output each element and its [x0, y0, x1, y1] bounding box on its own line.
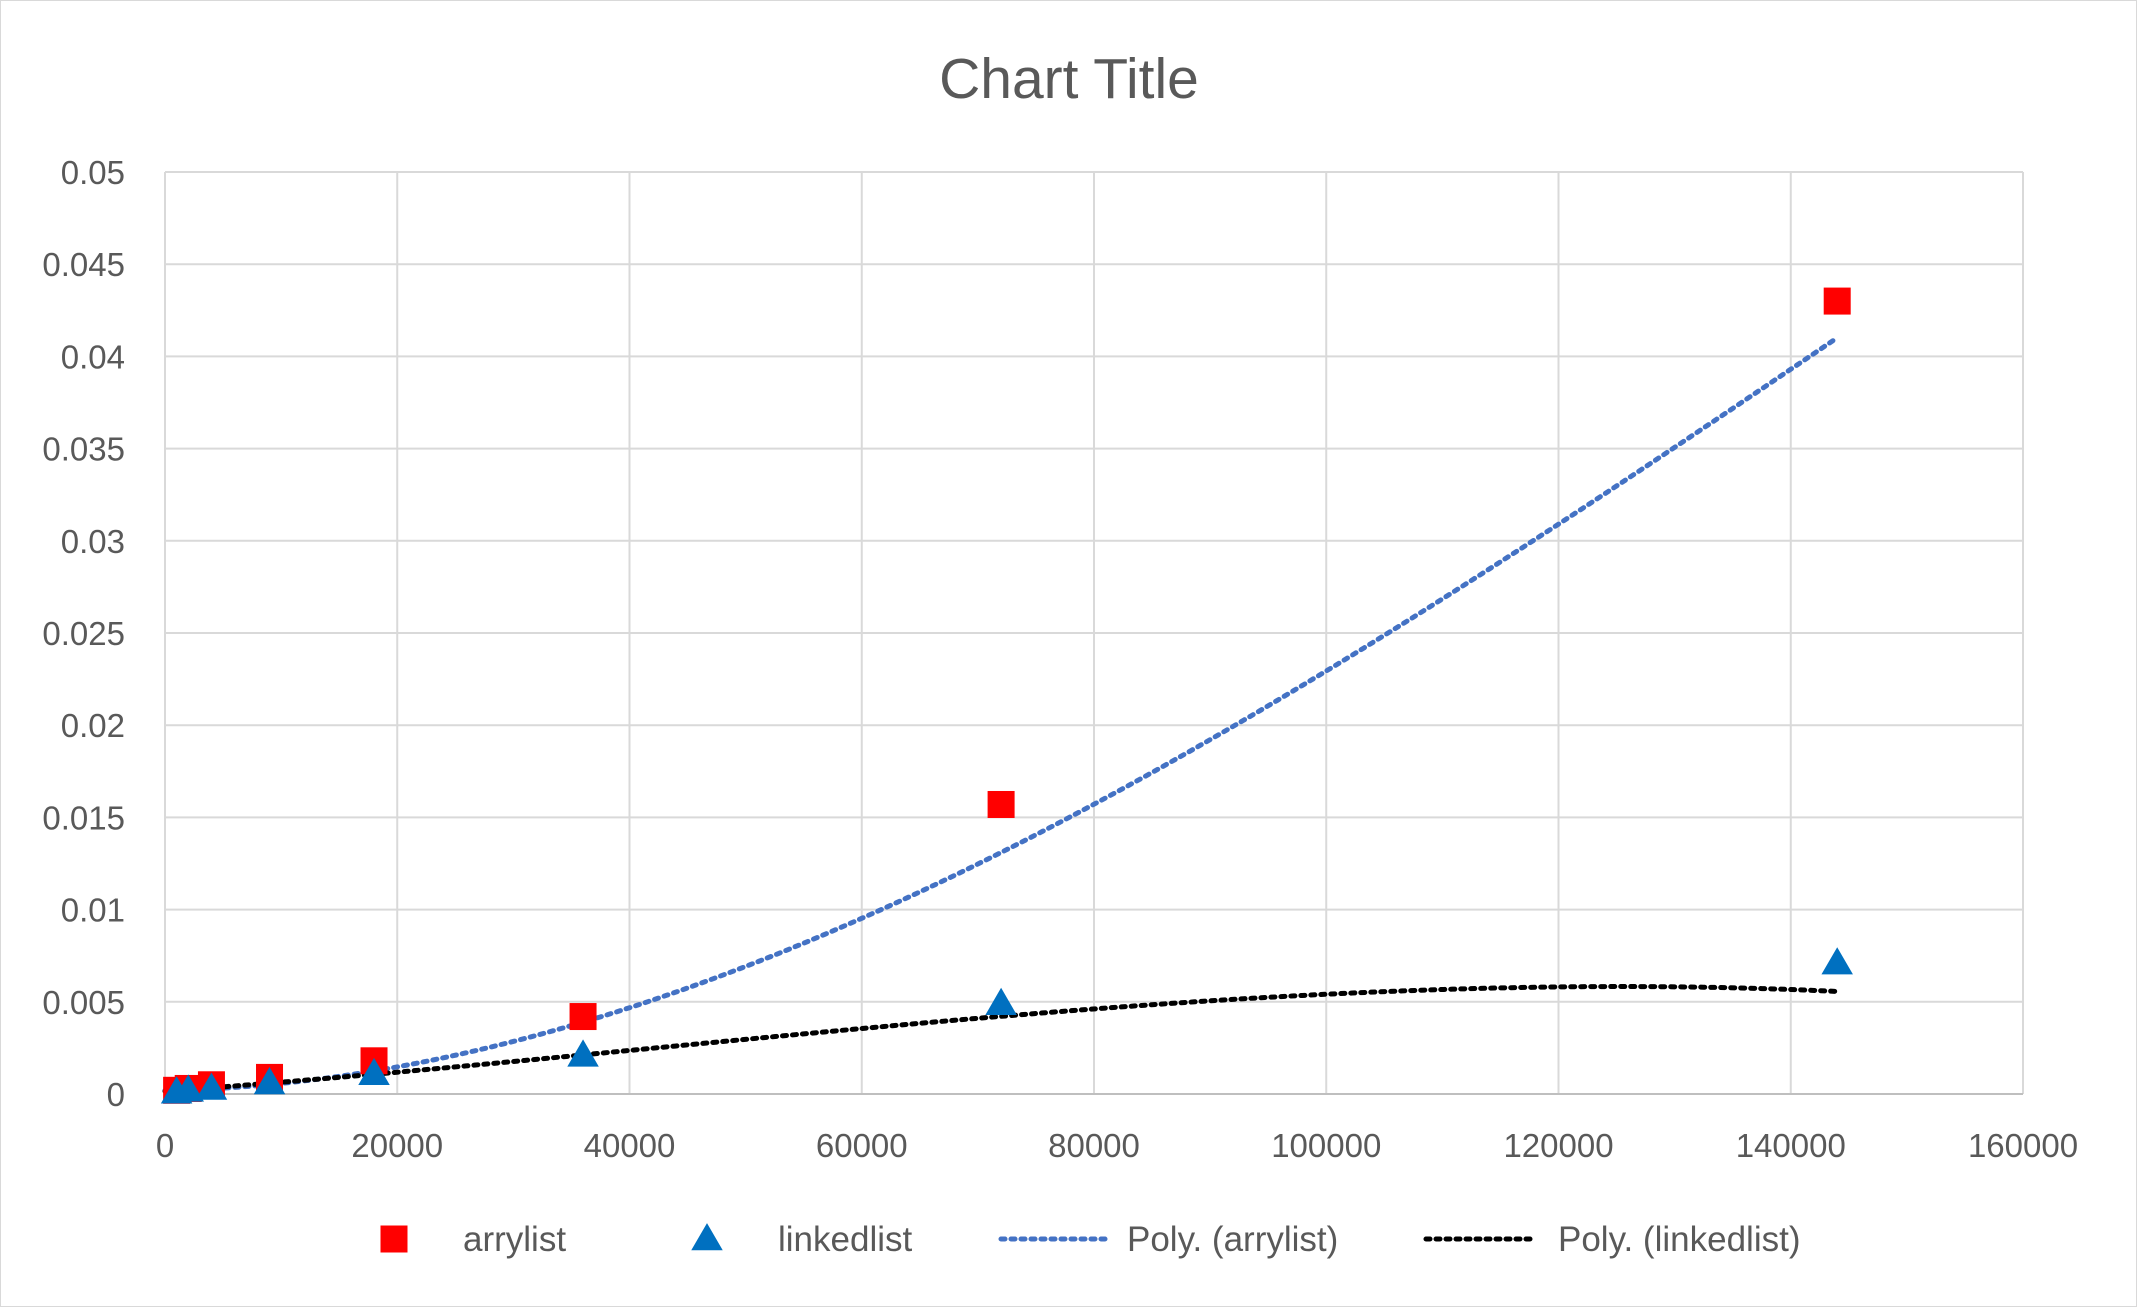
- gridlines: [164, 171, 2024, 1095]
- legend-linkedlist-swatch: [691, 1223, 723, 1251]
- x-tick-label: 60000: [816, 1127, 908, 1164]
- chart-title: Chart Title: [939, 47, 1199, 111]
- y-tick-label: 0.005: [42, 984, 125, 1021]
- legend-label: linkedlist: [778, 1220, 912, 1259]
- trendlines: [162, 335, 1840, 1094]
- linkedlist-marker: [567, 1039, 599, 1067]
- y-tick-label: 0.05: [61, 154, 125, 191]
- linkedlist-marker: [172, 1074, 204, 1102]
- x-tick-label: 100000: [1271, 1127, 1381, 1164]
- x-tick-label: 160000: [1968, 1127, 2078, 1164]
- linkedlist-marker: [358, 1057, 390, 1086]
- x-tick-label: 80000: [1048, 1127, 1140, 1164]
- linkedlist-marker: [253, 1067, 286, 1095]
- legend-label: Poly. (arrylist): [1127, 1220, 1338, 1259]
- axes: 0 0.005 0.01 0.015 0.02 0.025 0.03 0.035 0.04 0.0…: [42, 154, 2078, 1164]
- legend-arrylist-swatch: [380, 1225, 408, 1253]
- legend: arrylist linkedlist Poly. (arrylist) Poly. …: [380, 1220, 1800, 1259]
- y-tick-label: 0.04: [61, 338, 125, 375]
- arrylist-marker: [1823, 287, 1851, 315]
- legend-label: Poly. (linkedlist): [1558, 1220, 1800, 1259]
- y-tick-label: 0.025: [42, 615, 125, 652]
- legend-label: arrylist: [463, 1220, 566, 1259]
- arrylist-marker: [987, 790, 1015, 818]
- trendline-poly-linkedlist: [162, 984, 1840, 1094]
- y-tick-label: 0: [107, 1076, 125, 1113]
- y-tick-label: 0.015: [42, 799, 125, 836]
- y-tick-label: 0.035: [42, 431, 125, 468]
- y-tick-label: 0.02: [61, 707, 125, 744]
- linkedlist-marker: [985, 987, 1017, 1015]
- linkedlist-marker: [195, 1072, 228, 1100]
- x-tick-label: 140000: [1736, 1127, 1846, 1164]
- linkedlist-marker: [1821, 947, 1853, 975]
- x-tick-label: 20000: [351, 1127, 443, 1164]
- x-tick-label: 120000: [1503, 1127, 1613, 1164]
- trendline-poly-arrylist: [162, 335, 1840, 1093]
- x-tick-label: 0: [156, 1127, 174, 1164]
- x-tick-label: 40000: [584, 1127, 676, 1164]
- y-tick-label: 0.03: [61, 523, 125, 560]
- y-tick-label: 0.01: [61, 892, 125, 929]
- y-tick-label: 0.045: [42, 246, 125, 283]
- arrylist-marker: [569, 1003, 597, 1031]
- data-markers: [160, 287, 1853, 1104]
